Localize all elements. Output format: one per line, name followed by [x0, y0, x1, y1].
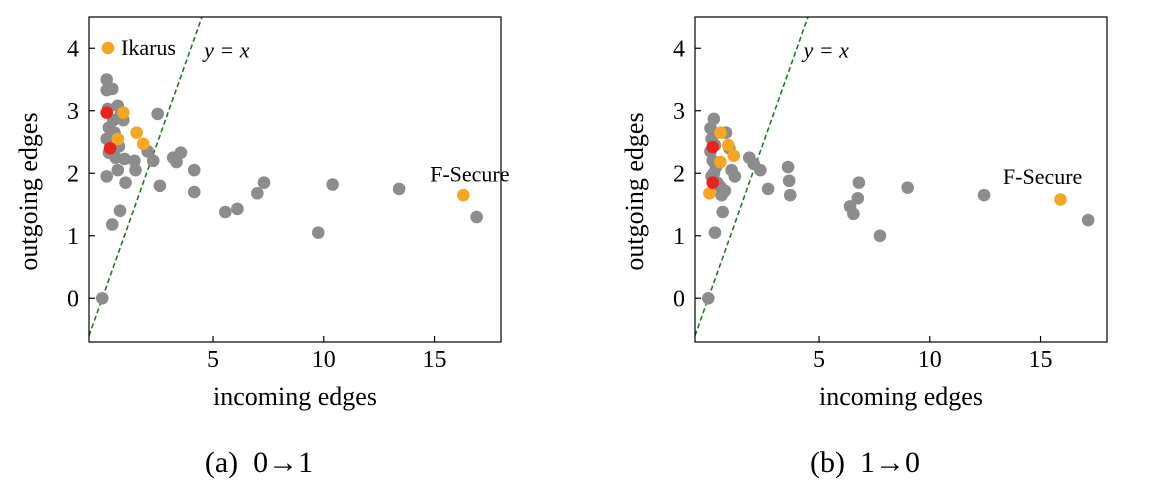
reference-line-label-a: y = x [202, 38, 250, 63]
point-a-s0-19 [119, 176, 132, 189]
plot-frame-a [88, 16, 502, 343]
point-a-s0-20 [105, 218, 119, 231]
point-b-s0-2 [704, 121, 717, 135]
point-a-s1-1 [117, 106, 130, 119]
point-b-s0-24 [781, 160, 795, 174]
point-a-s0-7 [100, 170, 114, 183]
point-b-s1-3 [714, 155, 727, 169]
caption-b: (b) 1→0 [810, 446, 920, 479]
point-a-s0-16 [113, 204, 127, 218]
point-a-s0-33 [231, 202, 244, 216]
point-a-s0-1 [100, 73, 114, 86]
point-b-s0-32 [901, 181, 914, 194]
point-b-s0-33 [977, 188, 991, 202]
point-a-s2-0 [100, 106, 114, 119]
y-tick-label-a-1: 1 [67, 224, 79, 250]
point-a-s0-8 [105, 82, 119, 96]
x-axis-label-b: incoming edges [819, 382, 983, 411]
x-tick-label-b-2: 15 [1029, 347, 1053, 373]
point-b-s2-1 [706, 176, 720, 189]
point-b-s1-0 [714, 126, 727, 139]
panel-a: 5 10 15 0 1 2 3 4 incoming edges outgoing edges y … [14, 16, 510, 479]
x-tick-label-a-2: 15 [423, 347, 447, 373]
y-axis-label-a: outgoing edges [14, 112, 43, 270]
point-a-s1-2 [130, 126, 143, 139]
point-a-s0-22 [129, 163, 142, 177]
point-a-s0-24 [146, 154, 160, 168]
x-tick-label-a-1: 10 [312, 347, 336, 373]
x-tick-label-b-1: 10 [918, 347, 942, 373]
point-a-s0-25 [151, 107, 164, 121]
x-tick-label-b-0: 5 [813, 347, 825, 373]
point-a-s0-37 [326, 178, 339, 191]
point-a-s2-1 [103, 141, 117, 155]
point-a-s0-21 [128, 154, 141, 168]
point-b-s0-19 [708, 226, 722, 239]
point-b-s1-5 [1054, 193, 1067, 206]
y-tick-label-b-3: 3 [673, 99, 685, 125]
reference-line-a [89, 17, 203, 337]
point-b-s0-34 [1081, 213, 1095, 227]
annotation-a-0: F-Secure [430, 161, 509, 186]
y-tick-label-b-4: 4 [673, 36, 685, 62]
point-a-s0-35 [257, 176, 271, 189]
point-b-s0-0 [701, 291, 715, 305]
point-a-s0-34 [251, 186, 264, 200]
y-tick-label-b-2: 2 [673, 161, 685, 187]
point-b-s0-26 [783, 188, 797, 202]
caption-a: (a) 0→1 [205, 446, 313, 479]
y-tick-label-a-2: 2 [67, 161, 79, 187]
legend-a: Ikarus [101, 35, 176, 60]
point-b-s2-0 [706, 140, 720, 154]
reference-line-label-b: y = x [802, 38, 850, 63]
point-a-s1-0 [111, 132, 125, 146]
point-a-s0-31 [187, 185, 201, 199]
point-b-s1-2 [727, 149, 741, 163]
point-a-s0-0 [95, 291, 109, 305]
point-b-s0-18 [716, 205, 729, 219]
point-a-s0-18 [118, 152, 131, 166]
panel-b: 5 10 15 0 1 2 3 4 incoming edges outgoing edges y … [620, 16, 1108, 479]
point-b-s1-4 [703, 186, 716, 200]
y-tick-label-b-0: 0 [673, 286, 685, 312]
legend-marker-a [101, 41, 115, 55]
point-b-s0-29 [851, 191, 865, 205]
plot-frame-b [694, 16, 1108, 343]
point-b-s0-13 [718, 184, 732, 198]
point-b-s0-28 [847, 207, 860, 221]
point-b-s0-31 [873, 229, 887, 243]
point-a-s0-39 [470, 210, 483, 224]
point-a-s0-13 [111, 163, 125, 177]
point-a-s0-26 [153, 179, 167, 193]
point-a-s1-4 [457, 188, 470, 202]
point-b-s0-17 [728, 170, 742, 183]
point-a-s0-38 [392, 182, 406, 196]
x-tick-label-a-0: 5 [207, 347, 219, 373]
point-b-s0-30 [852, 176, 866, 189]
y-tick-label-b-1: 1 [673, 224, 685, 250]
point-b-s0-25 [782, 174, 796, 188]
y-axis-label-b: outgoing edges [620, 112, 649, 270]
point-b-s1-1 [721, 138, 735, 152]
point-a-s0-32 [218, 205, 232, 219]
point-a-s1-3 [136, 137, 150, 151]
legend-label-a: Ikarus [121, 35, 176, 60]
point-a-s0-28 [170, 155, 183, 169]
reference-line-b [695, 17, 809, 337]
point-a-s0-30 [187, 163, 201, 177]
point-a-s0-36 [311, 226, 325, 239]
point-b-s0-23 [761, 182, 775, 196]
point-a-s0-29 [174, 146, 188, 159]
point-b-s0-22 [754, 163, 767, 177]
x-axis-label-a: incoming edges [213, 382, 377, 411]
y-tick-label-a-3: 3 [67, 99, 79, 125]
annotation-b-0: F-Secure [1003, 164, 1082, 189]
y-tick-label-a-4: 4 [67, 36, 79, 62]
y-tick-label-a-0: 0 [67, 286, 79, 312]
